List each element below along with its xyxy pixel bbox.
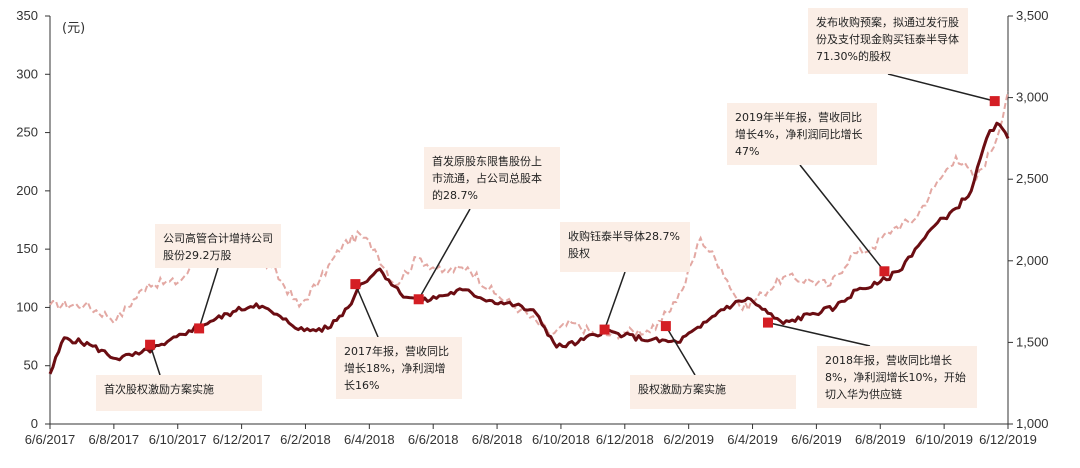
y-left-tick-label: 50 bbox=[24, 358, 38, 373]
x-tick-label: 6/8/2018 bbox=[472, 432, 523, 447]
annotation-acquire-28-7-percent: 收购钰泰半导体28.7%股权 bbox=[560, 222, 690, 272]
y-right-tick-label: 2,500 bbox=[1016, 171, 1049, 186]
event-marker bbox=[599, 324, 610, 335]
annotation-connector bbox=[603, 271, 626, 330]
annotation-connector bbox=[149, 344, 161, 376]
annotation-connector bbox=[887, 73, 995, 102]
y-left-tick-label: 100 bbox=[16, 299, 38, 314]
annotation-2017-annual-report: 2017年报，营收同比增长18%，净利润增长16% bbox=[336, 337, 462, 399]
annotation-2019-half-year-report: 2019年半年报，营收同比增长4%，净利润同比增长47% bbox=[727, 103, 877, 165]
x-tick-label: 6/4/2019 bbox=[727, 432, 778, 447]
y-right-tick-label: 1,500 bbox=[1016, 334, 1049, 349]
x-tick-label: 6/8/2019 bbox=[855, 432, 906, 447]
x-tick-label: 6/2/2019 bbox=[663, 432, 714, 447]
x-tick-label: 6/12/2017 bbox=[213, 432, 271, 447]
annotation-2018-annual-report: 2018年报，营收同比增长8%，净利润增长10%，开始切入华为供应链 bbox=[817, 346, 977, 408]
y-left-tick-label: 200 bbox=[16, 183, 38, 198]
x-tick-label: 6/10/2018 bbox=[532, 432, 590, 447]
event-marker bbox=[194, 323, 205, 334]
x-tick-label: 6/6/2018 bbox=[408, 432, 459, 447]
annotation-connector bbox=[418, 208, 471, 300]
x-tick-label: 6/10/2019 bbox=[915, 432, 973, 447]
event-marker bbox=[762, 317, 773, 328]
event-marker bbox=[350, 279, 361, 290]
annotation-connector bbox=[767, 321, 871, 347]
x-tick-label: 6/8/2017 bbox=[89, 432, 140, 447]
x-tick-label: 6/12/2018 bbox=[596, 432, 654, 447]
y-left-tick-label: 350 bbox=[16, 8, 38, 23]
y-right-tick-label: 2,000 bbox=[1016, 253, 1049, 268]
annotation-connector bbox=[799, 164, 886, 272]
y-right-tick-label: 3,500 bbox=[1016, 8, 1049, 23]
index-series-line bbox=[49, 90, 1009, 341]
y-left-tick-label: 250 bbox=[16, 125, 38, 140]
event-marker bbox=[660, 321, 671, 332]
event-marker bbox=[879, 266, 890, 277]
y-right-ticks: 1,000 1,500 2,000 2,500 3,000 3,500 bbox=[1008, 8, 1049, 431]
x-tick-label: 6/2/2018 bbox=[280, 432, 331, 447]
stock-price-line bbox=[48, 121, 1010, 375]
annotation-connectors bbox=[149, 73, 995, 376]
event-markers bbox=[145, 96, 1000, 350]
y-right-tick-label: 1,000 bbox=[1016, 416, 1049, 431]
annotation-connector bbox=[354, 283, 379, 338]
annotation-connector bbox=[665, 325, 696, 376]
x-tick-label: 6/6/2017 bbox=[25, 432, 76, 447]
annotation-connector bbox=[198, 267, 219, 329]
annotation-executive-share-increase: 公司高管合计增持公司股份29.2万股 bbox=[155, 224, 281, 268]
event-marker bbox=[989, 96, 1000, 107]
annotation-restricted-shares-listed: 首发原股东限售股份上市流通，占公司总股本的28.7% bbox=[424, 147, 560, 209]
annotation-first-equity-incentive: 首次股权激励方案实施 bbox=[96, 375, 262, 411]
y-left-unit-label: (元) bbox=[62, 21, 85, 36]
annotation-acquisition-plan: 发布收购预案，拟通过发行股份及支付现金购买钰泰半导体71.30%的股权 bbox=[808, 8, 968, 74]
event-marker bbox=[413, 294, 424, 305]
y-left-ticks: 0 50 100 150 200 250 300 350 bbox=[16, 8, 50, 431]
y-left-tick-label: 0 bbox=[31, 416, 38, 431]
annotation-equity-incentive: 股权激励方案实施 bbox=[630, 375, 796, 409]
y-right-tick-label: 3,000 bbox=[1016, 90, 1049, 105]
y-left-tick-label: 150 bbox=[16, 241, 38, 256]
y-left-tick-label: 300 bbox=[16, 66, 38, 81]
x-tick-label: 6/6/2019 bbox=[791, 432, 842, 447]
x-tick-label: 6/4/2018 bbox=[344, 432, 395, 447]
event-marker bbox=[145, 339, 156, 350]
x-tick-label: 6/12/2019 bbox=[979, 432, 1037, 447]
x-ticks: 6/6/2017 6/8/2017 6/10/2017 6/12/2017 6/2/20… bbox=[25, 424, 1037, 447]
x-tick-label: 6/10/2017 bbox=[149, 432, 207, 447]
